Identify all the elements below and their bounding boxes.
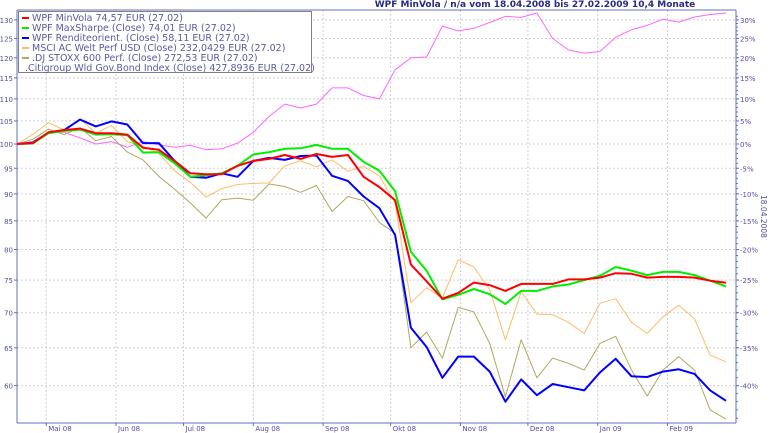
x-tick-label: Nov 08 — [462, 425, 487, 433]
legend-swatch — [22, 57, 29, 59]
y-tick-label-left: 100 — [0, 141, 13, 149]
legend-label: WPF MinVola 74,57 EUR (27.02) — [32, 12, 183, 24]
y-tick-label-right: 30% — [740, 17, 756, 25]
legend-swatch — [22, 47, 29, 49]
y-tick-label-left: 110 — [0, 96, 13, 104]
y-tick-label-right: -20% — [740, 247, 758, 255]
y-tick-label-right: -40% — [740, 383, 758, 391]
legend-label: WPF Renditeorient. (Close) 58,11 EUR (27… — [32, 32, 250, 44]
y-tick-label-left: 125 — [0, 35, 13, 43]
y-tick-label-right: 0% — [740, 141, 751, 149]
x-tick-label: Jan 09 — [599, 425, 622, 433]
legend: WPF MinVola 74,57 EUR (27.02) WPF MaxShar… — [18, 11, 315, 74]
x-tick-label: Jun 08 — [117, 425, 140, 433]
y-tick-label-right: 15% — [740, 75, 756, 83]
y-tick-label-left: 105 — [0, 118, 13, 126]
x-tick-label: Sep 08 — [325, 425, 349, 433]
legend-swatch — [22, 17, 29, 19]
legend-label: .Citigroup Wld Gov.Bond Index (Close) 42… — [25, 62, 315, 74]
y-tick-label-left: 115 — [0, 75, 13, 83]
y-tick-label-left: 120 — [0, 55, 13, 63]
series-line — [16, 118, 727, 403]
x-tick-label: Okt 08 — [393, 425, 416, 433]
series-line — [16, 127, 727, 420]
x-tick-label: Mai 08 — [48, 425, 71, 433]
legend-item: WPF MaxSharpe (Close) 74,01 EUR (27.02) — [22, 22, 308, 34]
y-tick-label-left: 90 — [4, 191, 13, 199]
legend-item: .Citigroup Wld Gov.Bond Index (Close) 42… — [22, 63, 315, 74]
series-line — [16, 127, 727, 300]
legend-item: .DJ STOXX 600 Perf. (Close) 272,53 EUR (… — [22, 52, 308, 64]
y-tick-label-left: 75 — [4, 277, 13, 285]
y-tick-label-left: 70 — [4, 310, 13, 318]
y-tick-label-right: 20% — [740, 55, 756, 63]
y-tick-label-right: -15% — [740, 218, 758, 226]
series-line — [16, 128, 727, 305]
x-tick-label: Aug 08 — [255, 425, 280, 433]
y-tick-label-right: 5% — [740, 118, 751, 126]
legend-swatch — [22, 37, 29, 39]
series-line — [16, 118, 727, 363]
y-tick-label-right: -25% — [740, 277, 758, 285]
legend-item: MSCI AC Welt Perf USD (Close) 232,0429 E… — [22, 42, 308, 54]
x-tick-label: Feb 09 — [669, 425, 693, 433]
legend-item: WPF Renditeorient. (Close) 58,11 EUR (27… — [22, 32, 308, 44]
right-axis-label: 18.04.2008 — [759, 195, 768, 238]
y-tick-label-left: 85 — [4, 218, 13, 226]
y-tick-label-right: 25% — [740, 35, 756, 43]
legend-swatch — [22, 27, 29, 29]
y-tick-label-left: 95 — [4, 165, 13, 173]
x-tick-label: Dez 08 — [530, 425, 555, 433]
y-tick-label-left: 80 — [4, 247, 13, 255]
chart-title: WPF MinVola / n/a vom 18.04.2008 bis 27.… — [374, 0, 696, 10]
x-tick-label: Jul 08 — [185, 425, 206, 433]
y-tick-label-right: 10% — [740, 96, 756, 104]
legend-label: WPF MaxSharpe (Close) 74,01 EUR (27.02) — [32, 22, 236, 34]
y-tick-label-left: 60 — [4, 383, 13, 391]
legend-label: .DJ STOXX 600 Perf. (Close) 272,53 EUR (… — [32, 52, 258, 64]
y-tick-label-right: -5% — [740, 165, 754, 173]
y-tick-label-right: -35% — [740, 345, 758, 353]
y-tick-label-right: -10% — [740, 191, 758, 199]
y-tick-label-left: 130 — [0, 17, 13, 25]
y-tick-label-right: -30% — [740, 310, 758, 318]
legend-item: WPF MinVola 74,57 EUR (27.02) — [22, 12, 308, 24]
legend-label: MSCI AC Welt Perf USD (Close) 232,0429 E… — [32, 42, 286, 54]
y-tick-label-left: 65 — [4, 345, 13, 353]
